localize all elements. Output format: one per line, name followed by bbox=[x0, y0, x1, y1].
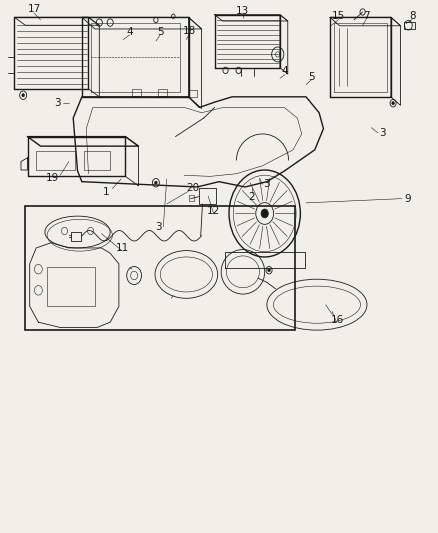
Bar bbox=[25, 206, 295, 330]
Circle shape bbox=[155, 181, 157, 184]
Text: 17: 17 bbox=[28, 4, 41, 14]
Circle shape bbox=[392, 102, 394, 105]
Text: 16: 16 bbox=[331, 314, 344, 325]
Text: 9: 9 bbox=[405, 193, 411, 204]
Bar bbox=[404, 21, 415, 29]
Bar bbox=[36, 151, 75, 170]
Bar bbox=[188, 91, 197, 97]
Bar bbox=[199, 188, 216, 204]
Text: 8: 8 bbox=[409, 11, 416, 21]
Text: 4: 4 bbox=[127, 27, 133, 37]
Text: 1: 1 bbox=[102, 187, 109, 197]
Circle shape bbox=[261, 209, 268, 218]
Text: 3: 3 bbox=[264, 179, 270, 189]
Text: 12: 12 bbox=[207, 206, 220, 216]
Circle shape bbox=[22, 94, 25, 97]
Bar bbox=[132, 90, 141, 96]
Text: 4: 4 bbox=[282, 67, 289, 76]
Text: 20: 20 bbox=[186, 183, 199, 193]
Text: 5: 5 bbox=[157, 27, 163, 37]
Text: 3: 3 bbox=[54, 98, 60, 108]
Text: 3: 3 bbox=[155, 222, 162, 232]
Text: 19: 19 bbox=[46, 173, 60, 183]
Text: 11: 11 bbox=[116, 243, 129, 253]
Text: 5: 5 bbox=[308, 71, 314, 82]
Text: 3: 3 bbox=[379, 128, 385, 138]
Text: 18: 18 bbox=[183, 26, 196, 36]
Text: 2: 2 bbox=[248, 191, 255, 201]
Text: 7: 7 bbox=[363, 11, 369, 21]
Bar bbox=[188, 196, 194, 201]
Text: 13: 13 bbox=[237, 6, 250, 16]
Bar bbox=[158, 90, 167, 96]
Bar bbox=[84, 151, 110, 170]
Bar bbox=[71, 231, 81, 241]
Bar bbox=[47, 266, 95, 306]
Text: 15: 15 bbox=[332, 11, 345, 21]
Circle shape bbox=[268, 269, 270, 272]
